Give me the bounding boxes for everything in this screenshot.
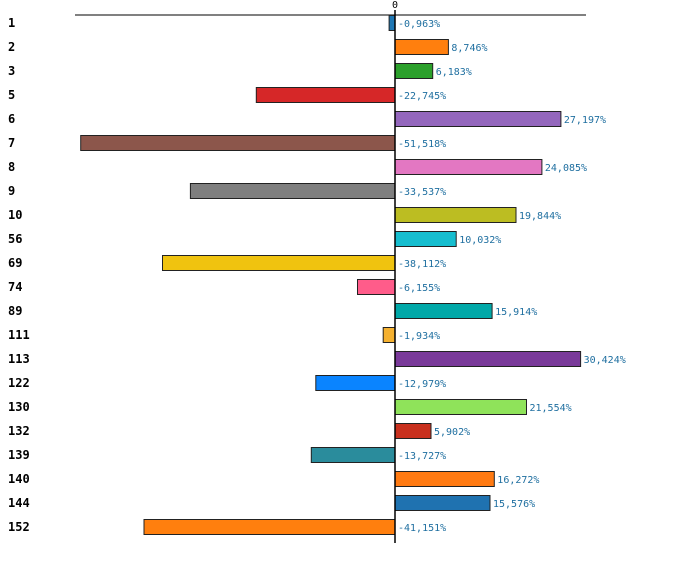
bar-69 — [162, 255, 396, 271]
bar-130 — [394, 399, 527, 415]
category-label-74: 74 — [8, 280, 22, 294]
value-label-144: 15,576% — [493, 499, 535, 510]
bar-132 — [394, 423, 432, 439]
value-label-10: 19,844% — [519, 211, 561, 222]
bar-3 — [394, 63, 434, 79]
bar-1 — [388, 15, 396, 31]
value-label-6: 27,197% — [564, 115, 606, 126]
bar-8 — [394, 159, 543, 175]
bar-140 — [394, 471, 495, 487]
bar-9 — [189, 183, 396, 199]
bars-group — [80, 15, 582, 535]
category-label-130: 130 — [8, 400, 30, 414]
category-label-111: 111 — [8, 328, 30, 342]
bar-6 — [394, 111, 562, 127]
value-label-1: -0,963% — [398, 19, 440, 30]
bar-2 — [394, 39, 449, 55]
category-label-152: 152 — [8, 520, 30, 534]
category-label-5: 5 — [8, 88, 15, 102]
category-label-6: 6 — [8, 112, 15, 126]
category-label-89: 89 — [8, 304, 22, 318]
bar-144 — [394, 495, 491, 511]
bar-152 — [143, 519, 396, 535]
value-label-74: -6,155% — [398, 283, 440, 294]
category-label-144: 144 — [8, 496, 30, 510]
category-label-122: 122 — [8, 376, 30, 390]
bar-89 — [394, 303, 493, 319]
bar-113 — [394, 351, 582, 367]
value-label-2: 8,746% — [451, 43, 487, 54]
value-label-3: 6,183% — [436, 67, 472, 78]
bar-56 — [394, 231, 457, 247]
category-label-2: 2 — [8, 40, 15, 54]
value-label-130: 21,554% — [530, 403, 572, 414]
value-label-139: -13,727% — [398, 451, 446, 462]
value-label-8: 24,085% — [545, 163, 587, 174]
bar-111 — [382, 327, 396, 343]
bar-5 — [255, 87, 396, 103]
category-label-9: 9 — [8, 184, 15, 198]
value-label-113: 30,424% — [584, 355, 626, 366]
bar-10 — [394, 207, 517, 223]
category-label-8: 8 — [8, 160, 15, 174]
category-label-3: 3 — [8, 64, 15, 78]
value-label-122: -12,979% — [398, 379, 446, 390]
bar-7 — [80, 135, 396, 151]
value-label-89: 15,914% — [495, 307, 537, 318]
category-labels-group: 1235678910566974891111131221301321391401… — [8, 16, 30, 534]
zero-tick-label: 0 — [392, 0, 398, 11]
value-label-9: -33,537% — [398, 187, 446, 198]
value-label-56: 10,032% — [459, 235, 501, 246]
category-label-132: 132 — [8, 424, 30, 438]
value-label-5: -22,745% — [398, 91, 446, 102]
value-label-132: 5,902% — [434, 427, 470, 438]
value-label-111: -1,934% — [398, 331, 440, 342]
value-label-7: -51,518% — [398, 139, 446, 150]
category-label-1: 1 — [8, 16, 15, 30]
value-labels-group: -0,963% 8,746% 6,183% -22,745% 27,197% -51,51… — [398, 19, 626, 534]
bar-139 — [310, 447, 396, 463]
category-label-140: 140 — [8, 472, 30, 486]
category-label-69: 69 — [8, 256, 22, 270]
category-label-10: 10 — [8, 208, 22, 222]
category-label-113: 113 — [8, 352, 30, 366]
bar-74 — [357, 279, 396, 295]
value-label-140: 16,272% — [497, 475, 539, 486]
category-label-56: 56 — [8, 232, 22, 246]
category-label-139: 139 — [8, 448, 30, 462]
bar-122 — [315, 375, 396, 391]
category-label-7: 7 — [8, 136, 15, 150]
value-label-69: -38,112% — [398, 259, 446, 270]
value-label-152: -41,151% — [398, 523, 446, 534]
